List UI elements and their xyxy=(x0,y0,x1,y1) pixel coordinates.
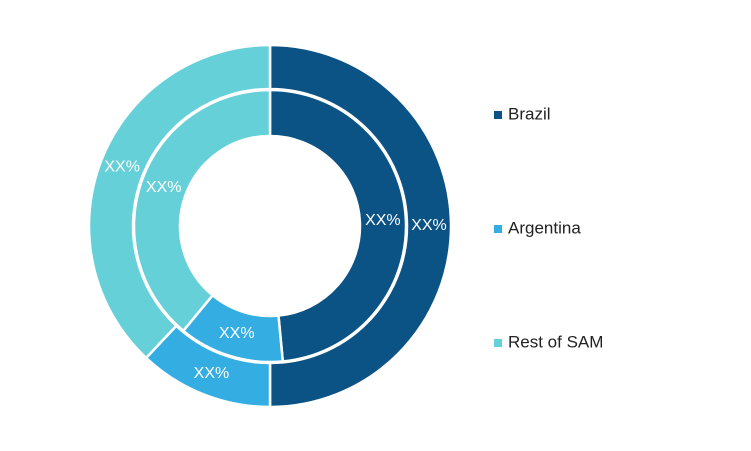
slice-label: XX% xyxy=(365,212,401,229)
legend-label: Argentina xyxy=(508,218,581,237)
slice-label: XX% xyxy=(411,217,447,234)
slice-label: XX% xyxy=(146,179,182,196)
donut-slice xyxy=(268,88,408,363)
legend-swatch xyxy=(494,111,502,119)
donut-slice xyxy=(132,88,272,333)
slice-label: XX% xyxy=(104,159,140,176)
legend-label: Brazil xyxy=(508,104,551,123)
legend-swatch xyxy=(494,225,502,233)
slice-label: XX% xyxy=(194,365,230,382)
legend-label: Rest of SAM xyxy=(508,332,603,351)
legend-swatch xyxy=(494,339,502,347)
slice-label: XX% xyxy=(219,325,255,342)
